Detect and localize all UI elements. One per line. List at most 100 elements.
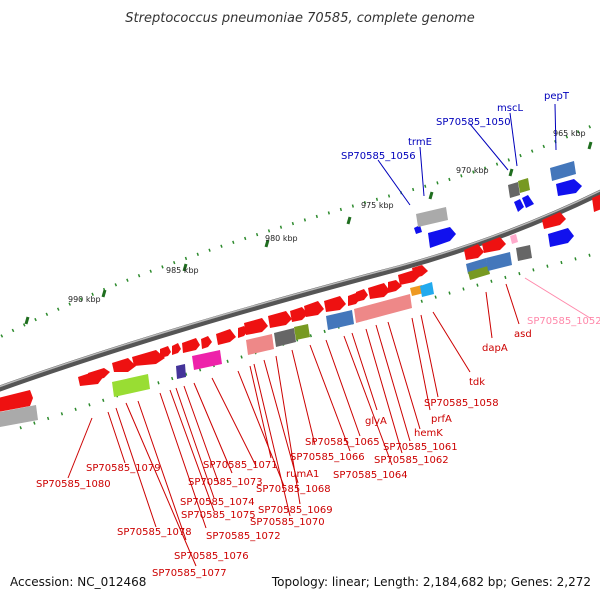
- gene-dapA[interactable]: [464, 244, 484, 260]
- gene-sp70585-1073[interactable]: [182, 338, 200, 353]
- gene-asd[interactable]: [482, 237, 506, 253]
- label-sp70585-1068[interactable]: SP70585_1068: [256, 484, 331, 495]
- feature-block-dapA-2[interactable]: [468, 266, 490, 280]
- feature-block-dapA[interactable]: [466, 258, 488, 274]
- accession-text: Accession: NC_012468: [10, 575, 146, 589]
- label-sp70585-1075[interactable]: SP70585_1075: [181, 510, 256, 521]
- label-mscL[interactable]: mscL: [497, 103, 523, 114]
- feature-block-1052[interactable]: [516, 245, 532, 261]
- feature-block-1078[interactable]: [112, 374, 150, 397]
- label-sp70585-1050[interactable]: SP70585_1050: [436, 117, 511, 128]
- scale-label-965: 965 kbp: [553, 129, 586, 138]
- label-sp70585-1080[interactable]: SP70585_1080: [36, 479, 111, 490]
- feature-block-asd[interactable]: [486, 252, 512, 271]
- inner-scale-ring: [19, 251, 600, 430]
- feature-block-1065[interactable]: [326, 310, 354, 330]
- label-sp70585-1064[interactable]: SP70585_1064: [333, 470, 408, 481]
- gene-trmE[interactable]: [428, 227, 456, 248]
- label-sp70585-1071[interactable]: SP70585_1071: [203, 460, 278, 471]
- gene-pepT[interactable]: [556, 179, 582, 196]
- forward-strand-genes: [0, 193, 600, 412]
- gene-sp70585-1062[interactable]: [368, 283, 390, 299]
- label-sp70585-1076[interactable]: SP70585_1076: [174, 551, 249, 562]
- label-asd[interactable]: asd: [514, 329, 532, 340]
- gene-sp70585-1080[interactable]: [0, 390, 33, 412]
- label-sp70585-1072[interactable]: SP70585_1072: [206, 531, 281, 542]
- leader-lines: [67, 103, 591, 567]
- feature-block-1075[interactable]: [176, 364, 186, 379]
- outer-scale-ring: [0, 120, 600, 339]
- scale-label-975: 975 kbp: [361, 201, 394, 210]
- gene-labels: pepT mscL SP70585_1050 trmE SP70585_1056…: [36, 91, 600, 579]
- reverse-strand-genes: [414, 179, 582, 248]
- scale-label-985: 985 kbp: [166, 266, 199, 275]
- label-tdk[interactable]: tdk: [469, 377, 485, 388]
- scale-label-970: 970 kbp: [456, 166, 489, 175]
- gene-sp70585-1074[interactable]: [172, 343, 181, 355]
- feature-block-rumA1[interactable]: [294, 324, 310, 340]
- label-glyA[interactable]: glyA: [365, 416, 387, 427]
- genome-backbone: [0, 189, 600, 392]
- gene-sp70585-1078[interactable]: [88, 368, 110, 381]
- topology-text: Topology: linear; Length: 2,184,682 bp; …: [271, 575, 591, 589]
- gene-reverse-extra[interactable]: [548, 228, 574, 247]
- feature-block-trmE[interactable]: [416, 207, 448, 227]
- scale-label-980: 980 kbp: [265, 234, 298, 243]
- feature-block-1050[interactable]: [518, 178, 530, 193]
- gene-sp70585-1061[interactable]: [412, 265, 428, 278]
- gene-sp70585-1050[interactable]: [522, 195, 534, 208]
- feature-block-tdk[interactable]: [420, 282, 434, 297]
- feature-block-1068[interactable]: [274, 328, 296, 347]
- label-sp70585-1052[interactable]: SP70585_1052: [527, 316, 600, 327]
- label-sp70585-1069[interactable]: SP70585_1069: [258, 505, 333, 516]
- feature-block-1069[interactable]: [246, 334, 274, 355]
- label-sp70585-1078[interactable]: SP70585_1078: [117, 527, 192, 538]
- label-hemK[interactable]: hemK: [414, 428, 443, 439]
- genome-backbone-highlight: [0, 190, 600, 388]
- gene-glyA[interactable]: [356, 289, 368, 302]
- genome-title: Streptococcus pneumoniae 70585, complete…: [125, 11, 474, 26]
- label-rumA1[interactable]: rumA1: [286, 469, 319, 480]
- gene-rumA1[interactable]: [290, 307, 308, 322]
- label-sp70585-1074[interactable]: SP70585_1074: [180, 497, 255, 508]
- gene-sp70585-1068[interactable]: [268, 311, 292, 328]
- feature-block-1080[interactable]: [0, 405, 38, 427]
- gene-pepT-fwd[interactable]: [592, 193, 600, 212]
- label-sp70585-1070[interactable]: SP70585_1070: [250, 517, 325, 528]
- label-sp70585-1073[interactable]: SP70585_1073: [188, 477, 263, 488]
- label-dapA[interactable]: dapA: [482, 343, 508, 354]
- gene-hemK[interactable]: [388, 280, 402, 293]
- label-sp70585-1056[interactable]: SP70585_1056: [341, 151, 416, 162]
- feature-block-pepT[interactable]: [550, 161, 576, 181]
- outer-major-ticks: [24, 141, 593, 325]
- gene-sp70585-1076[interactable]: [132, 350, 165, 366]
- gene-sp70585-1075[interactable]: [160, 346, 171, 358]
- gene-sp70585-1050-fwd[interactable]: [542, 212, 566, 229]
- label-sp70585-1058[interactable]: SP70585_1058: [424, 398, 499, 409]
- gene-sp70585-1077[interactable]: [112, 358, 136, 372]
- gene-sp70585-1056[interactable]: [414, 225, 422, 234]
- label-trmE[interactable]: trmE: [408, 137, 432, 148]
- label-sp70585-1066[interactable]: SP70585_1066: [290, 452, 365, 463]
- gene-sp70585-1071[interactable]: [216, 329, 236, 345]
- label-prfA[interactable]: prfA: [431, 414, 452, 425]
- feature-block-1073[interactable]: [192, 350, 222, 370]
- scale-label-990: 990 kbp: [68, 295, 101, 304]
- label-sp70585-1077[interactable]: SP70585_1077: [152, 568, 227, 579]
- gene-sp70585-1066[interactable]: [304, 301, 324, 317]
- gene-sp70585-1069[interactable]: [244, 318, 268, 335]
- label-sp70585-1061[interactable]: SP70585_1061: [383, 442, 458, 453]
- label-pepT[interactable]: pepT: [544, 91, 570, 102]
- gene-sp70585-1072[interactable]: [201, 336, 212, 349]
- feature-blocks: [0, 161, 576, 427]
- feature-block-mscL[interactable]: [508, 182, 520, 198]
- gene-mscL[interactable]: [514, 199, 524, 212]
- gene-sp70585-1065[interactable]: [324, 296, 346, 312]
- label-sp70585-1062[interactable]: SP70585_1062: [374, 455, 449, 466]
- label-sp70585-1079[interactable]: SP70585_1079: [86, 463, 161, 474]
- feature-block-glyA[interactable]: [354, 294, 412, 323]
- feature-block-1052-pink[interactable]: [510, 234, 518, 244]
- label-sp70585-1065[interactable]: SP70585_1065: [305, 437, 380, 448]
